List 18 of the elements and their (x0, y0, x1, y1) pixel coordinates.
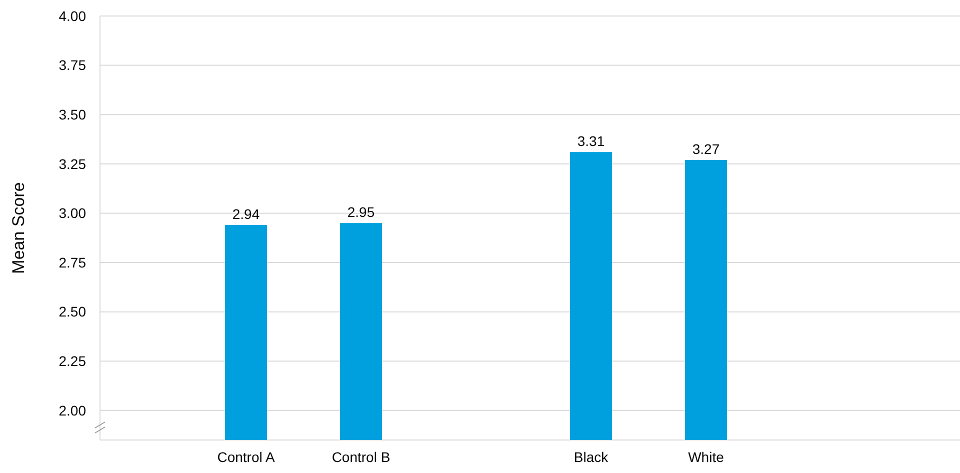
data-label: 2.95 (347, 204, 375, 220)
y-tick-label: 3.25 (58, 156, 86, 172)
x-tick-label: Control A (217, 449, 276, 465)
y-tick-label: 3.50 (58, 106, 86, 123)
y-tick-label: 2.25 (58, 353, 86, 370)
y-tick-label: 4.00 (58, 8, 86, 24)
data-label: 2.94 (232, 206, 260, 222)
y-tick-label: 3.00 (58, 205, 86, 222)
x-tick-label: Control B (332, 449, 390, 465)
y-tick-label: 2.50 (58, 304, 86, 320)
y-tick-label: 2.00 (58, 402, 86, 418)
data-label: 3.27 (692, 140, 720, 157)
y-tick-label: 3.75 (58, 57, 86, 74)
x-tick-label: Black (574, 449, 610, 465)
y-tick-label: 2.75 (58, 254, 86, 270)
x-tick-label: White (688, 449, 724, 465)
data-label: 3.31 (577, 133, 605, 150)
y-axis-title: Mean Score (9, 182, 28, 274)
